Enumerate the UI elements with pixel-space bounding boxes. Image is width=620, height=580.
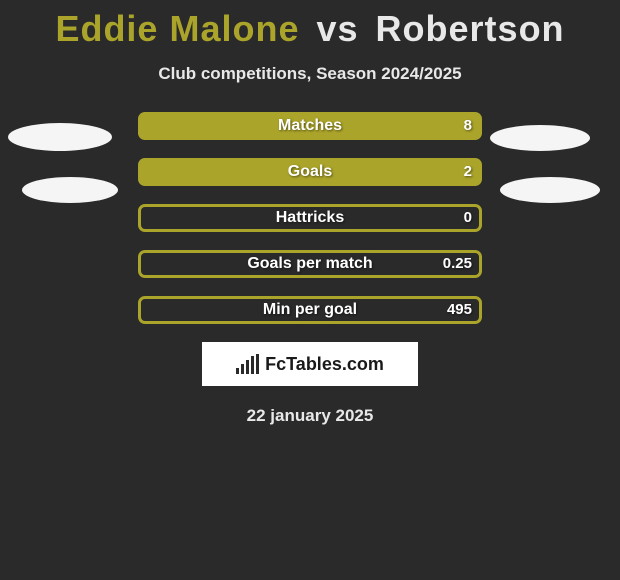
player1-name: Eddie Malone <box>55 8 299 49</box>
decorative-ellipse <box>490 125 590 151</box>
subtitle: Club competitions, Season 2024/2025 <box>0 64 620 84</box>
stat-label: Goals <box>138 158 482 186</box>
stat-row: Goals per match0.25 <box>0 250 620 278</box>
stat-value: 0 <box>464 204 472 232</box>
stat-value: 495 <box>447 296 472 324</box>
stat-label: Matches <box>138 112 482 140</box>
vs-text: vs <box>316 8 358 49</box>
page-title: Eddie Malone vs Robertson <box>0 8 620 50</box>
stat-value: 2 <box>464 158 472 186</box>
stat-label: Min per goal <box>138 296 482 324</box>
decorative-ellipse <box>500 177 600 203</box>
stat-label: Goals per match <box>138 250 482 278</box>
player2-name: Robertson <box>376 8 565 49</box>
decorative-ellipse <box>22 177 118 203</box>
stat-label: Hattricks <box>138 204 482 232</box>
stat-value: 8 <box>464 112 472 140</box>
decorative-ellipse <box>8 123 112 151</box>
stat-row: Hattricks0 <box>0 204 620 232</box>
attribution-box: FcTables.com <box>202 342 418 386</box>
comparison-card: Eddie Malone vs Robertson Club competiti… <box>0 0 620 426</box>
bars-icon <box>236 354 259 374</box>
stat-value: 0.25 <box>443 250 472 278</box>
attribution-text: FcTables.com <box>265 354 384 375</box>
stat-row: Min per goal495 <box>0 296 620 324</box>
date-text: 22 january 2025 <box>0 406 620 426</box>
